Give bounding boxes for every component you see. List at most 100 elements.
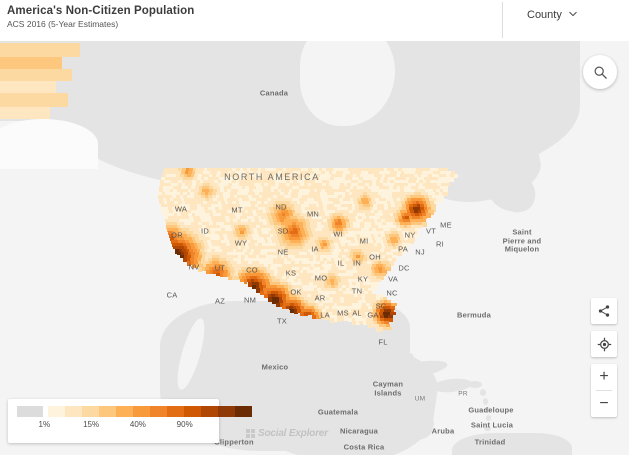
county-cell[interactable] [194,261,198,266]
county-cell[interactable] [423,207,428,211]
county-cell[interactable] [409,177,414,182]
county-cell[interactable] [312,243,317,247]
county-cell[interactable] [317,270,322,274]
county-cell[interactable] [268,297,274,302]
county-cell[interactable] [175,243,182,247]
county-cell[interactable] [245,246,249,250]
county-cell[interactable] [345,192,350,196]
county-cell[interactable] [287,195,292,199]
county-cell[interactable] [373,177,378,181]
county-cell[interactable] [380,249,386,254]
county-cell[interactable] [272,207,279,210]
county-cell[interactable] [396,174,402,178]
county-cell[interactable] [202,171,208,176]
county-cell[interactable] [318,309,324,313]
county-cell[interactable] [437,183,442,188]
county-cell[interactable] [341,219,347,223]
county-cell[interactable] [277,189,282,194]
county-cell[interactable] [379,228,384,232]
county-cell[interactable] [250,279,256,284]
county-cell[interactable] [178,216,184,221]
county-cell[interactable] [250,249,256,254]
county-cell[interactable] [349,246,355,250]
county-cell[interactable] [171,231,177,235]
county-cell[interactable] [394,180,398,185]
county-cell[interactable] [299,198,304,203]
county-cell[interactable] [252,189,257,193]
county-cell[interactable] [364,222,368,227]
county-cell[interactable] [207,207,214,212]
county-cell[interactable] [228,228,233,232]
county-cell[interactable] [404,228,411,233]
county-cell[interactable] [291,246,296,250]
county-cell[interactable] [348,243,354,248]
county-cell[interactable] [284,225,290,230]
county-cell[interactable] [393,252,399,257]
county-cell[interactable] [315,168,320,173]
county-cell[interactable] [323,219,327,223]
county-cell[interactable] [237,255,243,259]
county-cell[interactable] [179,204,184,209]
county-cell[interactable] [310,189,315,193]
county-cell[interactable] [332,180,337,184]
county-cell[interactable] [252,270,258,274]
county-cell[interactable] [181,228,187,233]
county-cell[interactable] [306,267,311,271]
county-cell[interactable] [249,171,254,175]
county-cell[interactable] [387,177,393,180]
county-cell[interactable] [316,282,321,286]
county-cell[interactable] [289,264,294,268]
county-cell[interactable] [197,261,204,265]
county-cell[interactable] [299,213,304,218]
county-cell[interactable] [328,222,333,226]
county-cell[interactable] [386,171,391,175]
county-cell[interactable] [335,246,340,250]
county-cell[interactable] [351,318,356,323]
county-cell[interactable] [214,240,219,243]
county-cell[interactable] [269,258,274,263]
county-cell[interactable] [192,201,197,205]
county-cell[interactable] [199,264,204,269]
county-cell[interactable] [339,228,345,232]
county-cell[interactable] [249,228,254,232]
county-cell[interactable] [314,306,319,310]
county-cell[interactable] [328,264,335,268]
county-cell[interactable] [233,261,239,266]
county-cell[interactable] [385,267,391,272]
county-cell[interactable] [193,207,199,212]
county-cell[interactable] [315,240,320,245]
county-cell[interactable] [265,219,271,224]
county-cell[interactable] [166,225,172,229]
county-cell[interactable] [385,246,391,250]
county-cell[interactable] [244,192,250,196]
county-cell[interactable] [382,264,388,269]
county-cell[interactable] [268,201,273,206]
county-cell[interactable] [372,201,378,205]
county-cell[interactable] [298,273,304,277]
county-cell[interactable] [247,258,254,262]
county-cell[interactable] [255,192,261,196]
county-cell[interactable] [342,270,348,274]
county-cell[interactable] [378,252,383,257]
county-cell[interactable] [304,300,309,305]
county-cell[interactable] [327,285,333,289]
county-cell[interactable] [357,291,362,294]
county-cell[interactable] [365,168,371,173]
county-cell[interactable] [309,195,314,199]
county-cell[interactable] [230,246,236,250]
county-cell[interactable] [370,282,375,286]
county-cell[interactable] [323,282,329,287]
county-cell[interactable] [235,228,241,233]
county-cell[interactable] [213,228,219,231]
county-cell[interactable] [225,207,231,212]
county-cell[interactable] [419,201,424,205]
county-cell[interactable] [367,246,372,250]
county-cell[interactable] [413,219,418,224]
county-cell[interactable] [210,228,216,232]
county-cell[interactable] [431,195,437,199]
county-cell[interactable] [295,225,300,229]
county-cell[interactable] [254,177,259,181]
county-cell[interactable] [170,228,175,232]
county-cell[interactable] [324,225,329,229]
county-cell[interactable] [216,237,222,241]
